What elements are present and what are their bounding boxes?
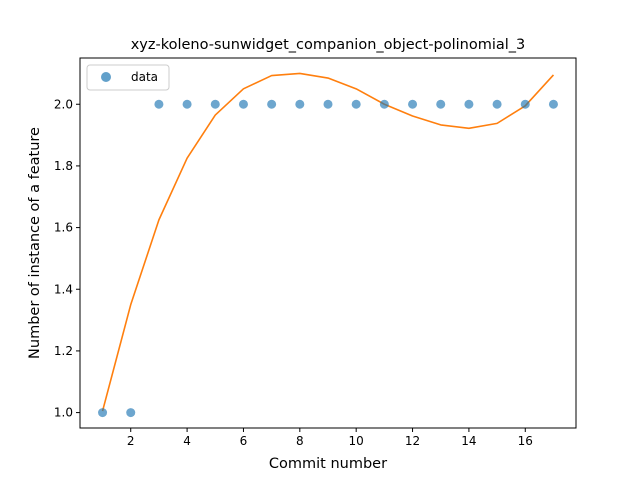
legend-box [86, 64, 170, 91]
data-point [295, 99, 305, 109]
x-tick-label: 2 [127, 434, 135, 448]
x-tick-label: 6 [240, 434, 248, 448]
x-tick-label: 8 [296, 434, 304, 448]
y-tick-label: 1.2 [54, 344, 73, 358]
data-point [436, 99, 446, 109]
data-point [238, 99, 248, 109]
fit-line [101, 72, 555, 412]
y-tick-label: 1.8 [54, 159, 73, 173]
data-point [464, 99, 474, 109]
legend-label-data: data [131, 70, 158, 84]
data-point [98, 408, 108, 418]
data-point [210, 99, 220, 109]
data-point [351, 99, 361, 109]
chart-title: xyz-koleno-sunwidget_companion_object-po… [131, 37, 526, 53]
legend-marker-data [101, 72, 111, 82]
data-point [267, 99, 277, 109]
y-axis-label: Number of instance of a feature [27, 127, 43, 359]
plot-area: 2 4 6 8 10 12 14 16 1.0 1.2 1.4 1.6 1.8 2.0 [54, 57, 577, 448]
data-point [379, 99, 389, 109]
axes-frame [79, 57, 577, 429]
data-point [323, 99, 333, 109]
y-tick-label: 1.6 [54, 221, 73, 235]
y-tick-label: 1.0 [54, 406, 73, 420]
data-point [408, 99, 418, 109]
y-axis: 1.0 1.2 1.4 1.6 1.8 2.0 [54, 97, 80, 420]
x-tick-label: 16 [518, 434, 533, 448]
data-point [126, 408, 136, 418]
legend: data [86, 64, 170, 91]
y-tick-label: 2.0 [54, 97, 73, 111]
x-tick-label: 14 [461, 434, 476, 448]
x-axis-label: Commit number [269, 456, 387, 472]
series-layer [98, 72, 558, 418]
x-tick-label: 12 [405, 434, 420, 448]
data-point [154, 99, 164, 109]
data-point [492, 99, 502, 109]
x-tick-label: 10 [349, 434, 364, 448]
data-point [520, 99, 530, 109]
data-point [548, 99, 558, 109]
data-point [182, 99, 192, 109]
x-axis: 2 4 6 8 10 12 14 16 [127, 428, 533, 448]
y-tick-label: 1.4 [54, 282, 73, 296]
x-tick-label: 4 [183, 434, 191, 448]
